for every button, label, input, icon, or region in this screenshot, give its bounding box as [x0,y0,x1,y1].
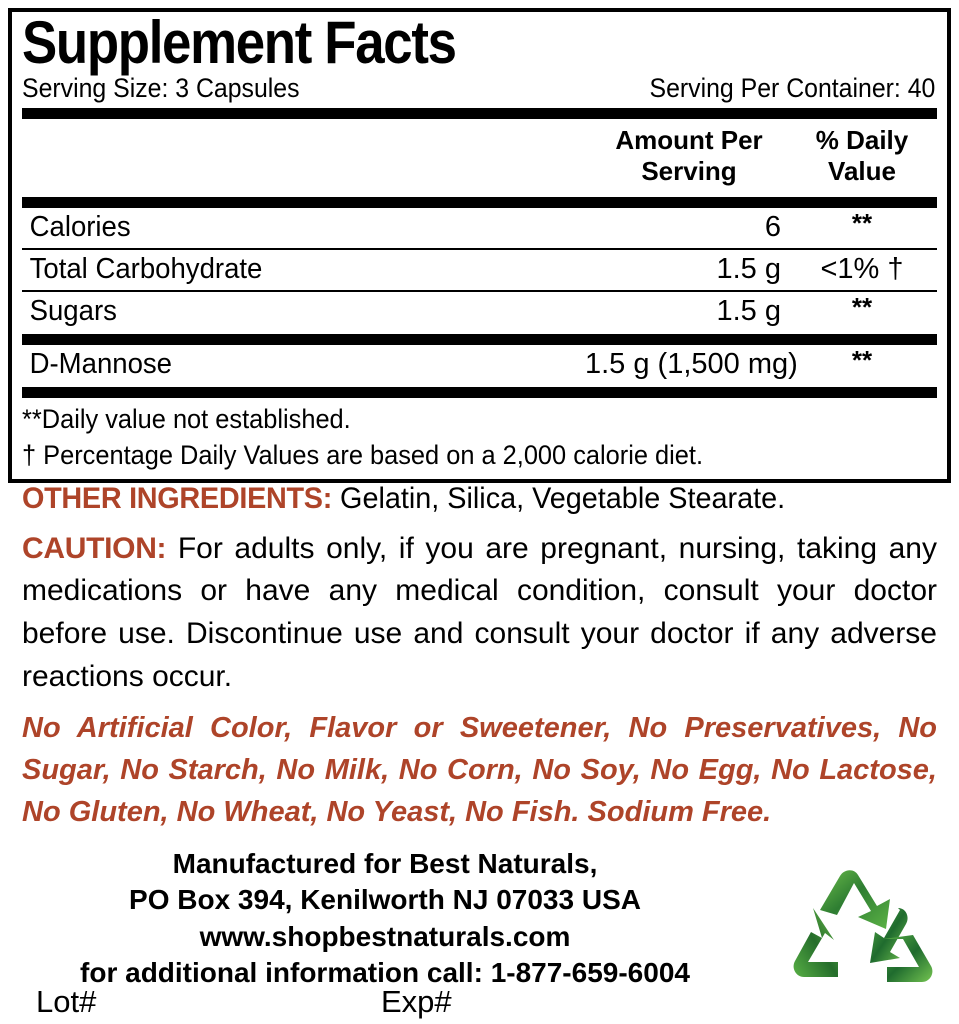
manufacturer-block: Manufactured for Best Naturals, PO Box 3… [0,846,770,992]
column-headers: Amount Per Serving % Daily Value [22,119,937,195]
divider-thick-mid [22,334,937,346]
table-row: Calories 6 ** [22,208,937,248]
other-ingredients-text: Gelatin, Silica, Vegetable Stearate. [332,482,786,515]
column-header-amount-line2: Serving [641,156,737,187]
nutrient-amount: 1.5 g [716,253,782,286]
nutrient-daily-value: ** [851,345,873,376]
nutrient-amount: 6 [764,211,781,244]
manufacturer-website: www.shopbestnaturals.com [199,920,571,952]
body-copy: OTHER INGREDIENTS: Gelatin, Silica, Vege… [22,482,937,841]
nutrient-daily-value: ** [851,208,873,239]
caution-label: CAUTION: [22,531,167,565]
nutrient-amount: 1.5 g [716,295,782,328]
table-row: Sugars 1.5 g ** [22,292,937,332]
footnotes: **Daily value not established. † Percent… [22,398,937,478]
exp-date-label: Exp# [381,984,452,1019]
nutrient-name: D-Mannose [29,348,173,381]
nutrient-name: Total Carbohydrate [29,253,263,286]
servings-per-container-text: Serving Per Container: 40 [649,72,936,103]
supplement-facts-panel: Supplement Facts Serving Size: 3 Capsule… [8,8,951,483]
other-ingredients-paragraph: OTHER INGREDIENTS: Gelatin, Silica, Vege… [22,482,900,517]
manufacturer-address: PO Box 394, Kenilworth NJ 07033 USA [129,884,641,916]
nutrient-daily-value: ** [851,292,873,323]
divider-hair-1 [22,248,937,251]
lot-exp-row: Lot# Exp# [36,984,596,1020]
serving-info-row: Serving Size: 3 Capsules Serving Per Con… [22,73,935,106]
nutrient-amount: 1.5 g (1,500 mg) [585,348,798,381]
table-row: Total Carbohydrate 1.5 g <1% † [22,250,937,290]
footnote-daily-value-not-established: **Daily value not established. [22,404,351,435]
column-header-dv-line2: Value [828,156,896,187]
manufacturer-name: Manufactured for Best Naturals, [172,848,598,879]
column-header-daily-value: % Daily Value [787,125,937,187]
caution-text: For adults only, if you are pregnant, nu… [22,531,937,694]
footnote-percentage-daily-values: † Percentage Daily Values are based on a… [22,439,704,470]
divider-thick-header [22,197,937,209]
nutrient-name: Sugars [29,295,117,328]
nutrient-name: Calories [29,211,131,244]
column-header-dv-line1: % Daily [815,125,909,156]
divider-thick-top [22,108,937,120]
free-from-claims: No Artificial Color, Flavor or Sweetener… [22,712,937,828]
manufacturer-phone: for additional information call: 1-877-6… [80,957,690,989]
panel-title: Supplement Facts [22,9,457,76]
lot-number-label: Lot# [36,984,97,1019]
serving-size-text: Serving Size: 3 Capsules [22,72,300,103]
recycle-icon [782,866,942,988]
divider-thick-bottom [22,387,937,399]
column-header-amount: Amount Per Serving [591,125,787,187]
caution-paragraph: CAUTION: For adults only, if you are pre… [22,528,937,700]
table-row: D-Mannose 1.5 g (1,500 mg) ** [22,345,937,385]
nutrient-daily-value: <1% † [820,253,904,286]
other-ingredients-label: OTHER INGREDIENTS: [22,482,333,515]
column-header-amount-line1: Amount Per [615,125,763,156]
divider-hair-2 [22,290,937,293]
